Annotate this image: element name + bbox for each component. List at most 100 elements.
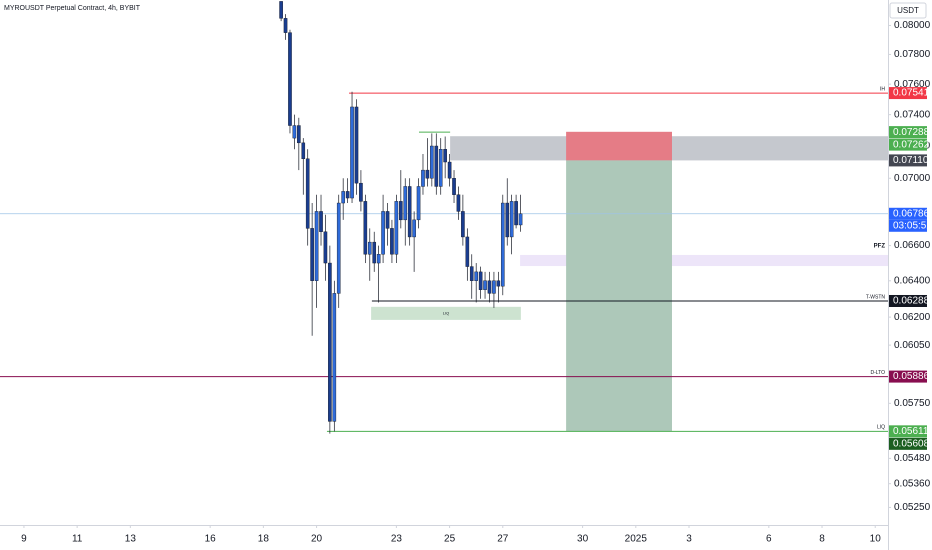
candle-body [421, 169, 425, 187]
price-label [889, 437, 927, 450]
price-label [889, 425, 927, 438]
candle-body [345, 191, 350, 199]
candle-body [385, 211, 390, 229]
candle-body [434, 145, 439, 187]
candle-body [363, 201, 368, 255]
line-tag: T-WSTN [866, 294, 886, 300]
candle-body [297, 125, 301, 144]
candle-body [341, 191, 345, 204]
x-tick-label: 2025 [625, 534, 648, 545]
countdown-box [889, 219, 927, 232]
x-tick-label: 25 [444, 534, 456, 545]
candle-body [500, 202, 505, 287]
price-label-text: 0.07262 [893, 139, 930, 150]
y-tick-label: 0.06200 [894, 312, 931, 323]
candle-body [496, 280, 501, 287]
candle-body [359, 182, 363, 202]
candle-body [319, 211, 323, 232]
currency-button[interactable] [889, 2, 927, 19]
candle-body [354, 106, 359, 184]
position-target [566, 160, 672, 432]
price-label [889, 294, 927, 307]
y-tick-label: 0.06050 [894, 340, 931, 351]
candle-body [394, 201, 399, 255]
candle-body [456, 194, 461, 212]
candle-body [443, 149, 447, 163]
candle-body [407, 186, 412, 238]
x-tick-label: 13 [125, 534, 137, 545]
price-label [889, 154, 927, 167]
candle-body [452, 178, 456, 195]
line-tag: D-LTO [870, 370, 885, 376]
candle-body [288, 32, 292, 126]
candle-body [425, 169, 430, 179]
x-tick-label: 20 [311, 534, 323, 545]
currency[interactable]: USDT [897, 6, 919, 15]
candle-body [310, 228, 314, 281]
y-tick-label: 0.05750 [894, 398, 931, 409]
y-tick-label: 0.06600 [894, 240, 931, 251]
candle-body [403, 186, 408, 221]
candle-body [438, 149, 443, 187]
candle-body [283, 18, 288, 33]
x-tick-label: 16 [205, 534, 217, 545]
y-tick-label: 0.05480 [894, 453, 931, 464]
candle-body [518, 213, 523, 226]
candle-body [474, 271, 478, 281]
candle-body [367, 241, 372, 255]
candle-body [487, 280, 492, 294]
price-label-text: 0.07288 [893, 127, 930, 138]
price-label-text: 0.07110 [893, 155, 929, 166]
x-tick-label: 30 [577, 534, 589, 545]
y-tick-label: 0.07000 [894, 173, 931, 184]
y-tick-label: 0.07800 [894, 49, 931, 60]
price-label [889, 87, 927, 100]
candle-body [328, 262, 332, 422]
candle-body [505, 202, 510, 238]
price-label-text: 0.05886 [893, 371, 930, 382]
countdown: 03:05:52 [893, 220, 932, 231]
y-tick-label: 0.07600 [894, 79, 931, 90]
x-tick-label: 11 [72, 534, 83, 545]
line-tag: LIQ [877, 425, 885, 431]
price-label [889, 370, 927, 383]
candle-body [301, 142, 306, 160]
price-label-text: 0.06786 [893, 208, 930, 219]
x-tick-label: 27 [497, 534, 509, 545]
price-label-text: 0.06288 [893, 296, 930, 307]
y-tick-label: 0.06400 [894, 275, 931, 286]
candle-body [447, 161, 452, 179]
y-tick-label: 0.08000 [894, 20, 931, 31]
candle-body [292, 125, 297, 139]
candle-body [461, 211, 465, 238]
x-tick-label: 8 [819, 534, 825, 545]
candle-body [465, 236, 470, 267]
candle-body [399, 201, 403, 221]
zone-tag: PFZ [874, 244, 886, 250]
price-label-text: 0.05611 [893, 426, 929, 437]
candle-body [430, 145, 434, 179]
price-label-text: 0.05608 [893, 438, 930, 449]
y-tick-label: 0.05250 [894, 502, 931, 513]
x-tick-label: 18 [258, 534, 270, 545]
candle-body [416, 186, 421, 221]
x-tick-label: 9 [21, 534, 27, 545]
zone-text: LIQ [443, 310, 449, 315]
candle-body [390, 228, 394, 255]
candle-body [412, 219, 416, 238]
x-tick-label: 23 [391, 534, 403, 545]
x-tick-label: 6 [766, 534, 772, 545]
candle-body [350, 106, 354, 199]
candle-body [332, 293, 337, 422]
y-tick-label: 0.07400 [894, 109, 931, 120]
x-tick-label: 3 [686, 534, 692, 545]
candle-body [381, 211, 385, 255]
position-stop [566, 131, 672, 161]
candle-body [305, 158, 310, 229]
candle-body [483, 280, 487, 290]
candle-body [336, 202, 341, 294]
zone [520, 254, 888, 267]
price-label [889, 138, 927, 151]
